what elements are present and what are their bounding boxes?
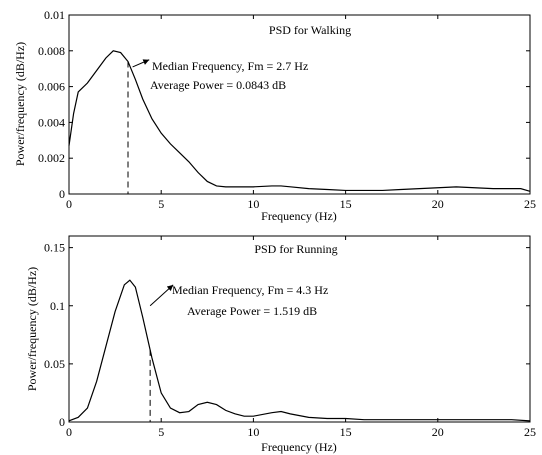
xtick-label: 25 (524, 425, 536, 439)
xtick-label: 15 (340, 197, 352, 211)
walking-annotation-median: Median Frequency, Fm = 2.7 Hz (152, 59, 308, 73)
running-annotation-power: Average Power = 1.519 dB (187, 304, 317, 318)
ytick-label: 0.05 (44, 357, 65, 371)
ytick-label: 0.008 (38, 44, 65, 58)
walking-chart: 0 5 10 15 20 25 0 0.002 0.004 0.006 0.008 0.01 PSD … (13, 8, 536, 223)
xtick-label: 10 (247, 425, 259, 439)
xtick-label: 10 (247, 197, 259, 211)
ytick-label: 0.1 (50, 299, 65, 313)
ytick-label: 0.01 (44, 8, 65, 22)
xtick-label: 20 (432, 425, 444, 439)
walking-annotation-arrow (132, 59, 150, 68)
walking-title: PSD for Walking (269, 23, 351, 37)
ytick-label: 0.002 (38, 151, 65, 165)
running-ylabel: Power/frequency (dB/Hz) (25, 267, 39, 391)
xtick-label: 25 (524, 197, 536, 211)
walking-plot-frame (68, 14, 531, 195)
xtick-label: 0 (66, 197, 72, 211)
xtick-label: 0 (66, 425, 72, 439)
running-axes: 0 5 10 15 20 25 0 0.05 0.1 0.15 (44, 236, 536, 439)
running-title: PSD for Running (254, 242, 337, 256)
xtick-label: 5 (158, 425, 164, 439)
running-plot-frame (68, 235, 531, 423)
running-annotation-median: Median Frequency, Fm = 4.3 Hz (172, 283, 328, 297)
running-xlabel: Frequency (Hz) (261, 440, 337, 454)
ytick-label: 0 (59, 415, 65, 429)
ytick-label: 0 (59, 187, 65, 201)
walking-axes: 0 5 10 15 20 25 0 0.002 0.004 0.006 0.008 0.01 (38, 8, 536, 211)
xtick-label: 5 (158, 197, 164, 211)
walking-annotation-power: Average Power = 0.0843 dB (150, 78, 286, 92)
ytick-label: 0.15 (44, 241, 65, 255)
walking-ylabel: Power/frequency (dB/Hz) (13, 42, 27, 166)
xtick-label: 20 (432, 197, 444, 211)
running-psd-line (68, 279, 531, 422)
xtick-label: 15 (340, 425, 352, 439)
walking-psd-line (68, 50, 531, 192)
running-chart: 0 5 10 15 20 25 0 0.05 0.1 0.15 PSD for Running M… (25, 235, 536, 454)
ytick-label: 0.004 (38, 115, 65, 129)
running-annotation-arrow (149, 284, 174, 307)
ytick-label: 0.006 (38, 80, 65, 94)
walking-xlabel: Frequency (Hz) (261, 209, 337, 223)
